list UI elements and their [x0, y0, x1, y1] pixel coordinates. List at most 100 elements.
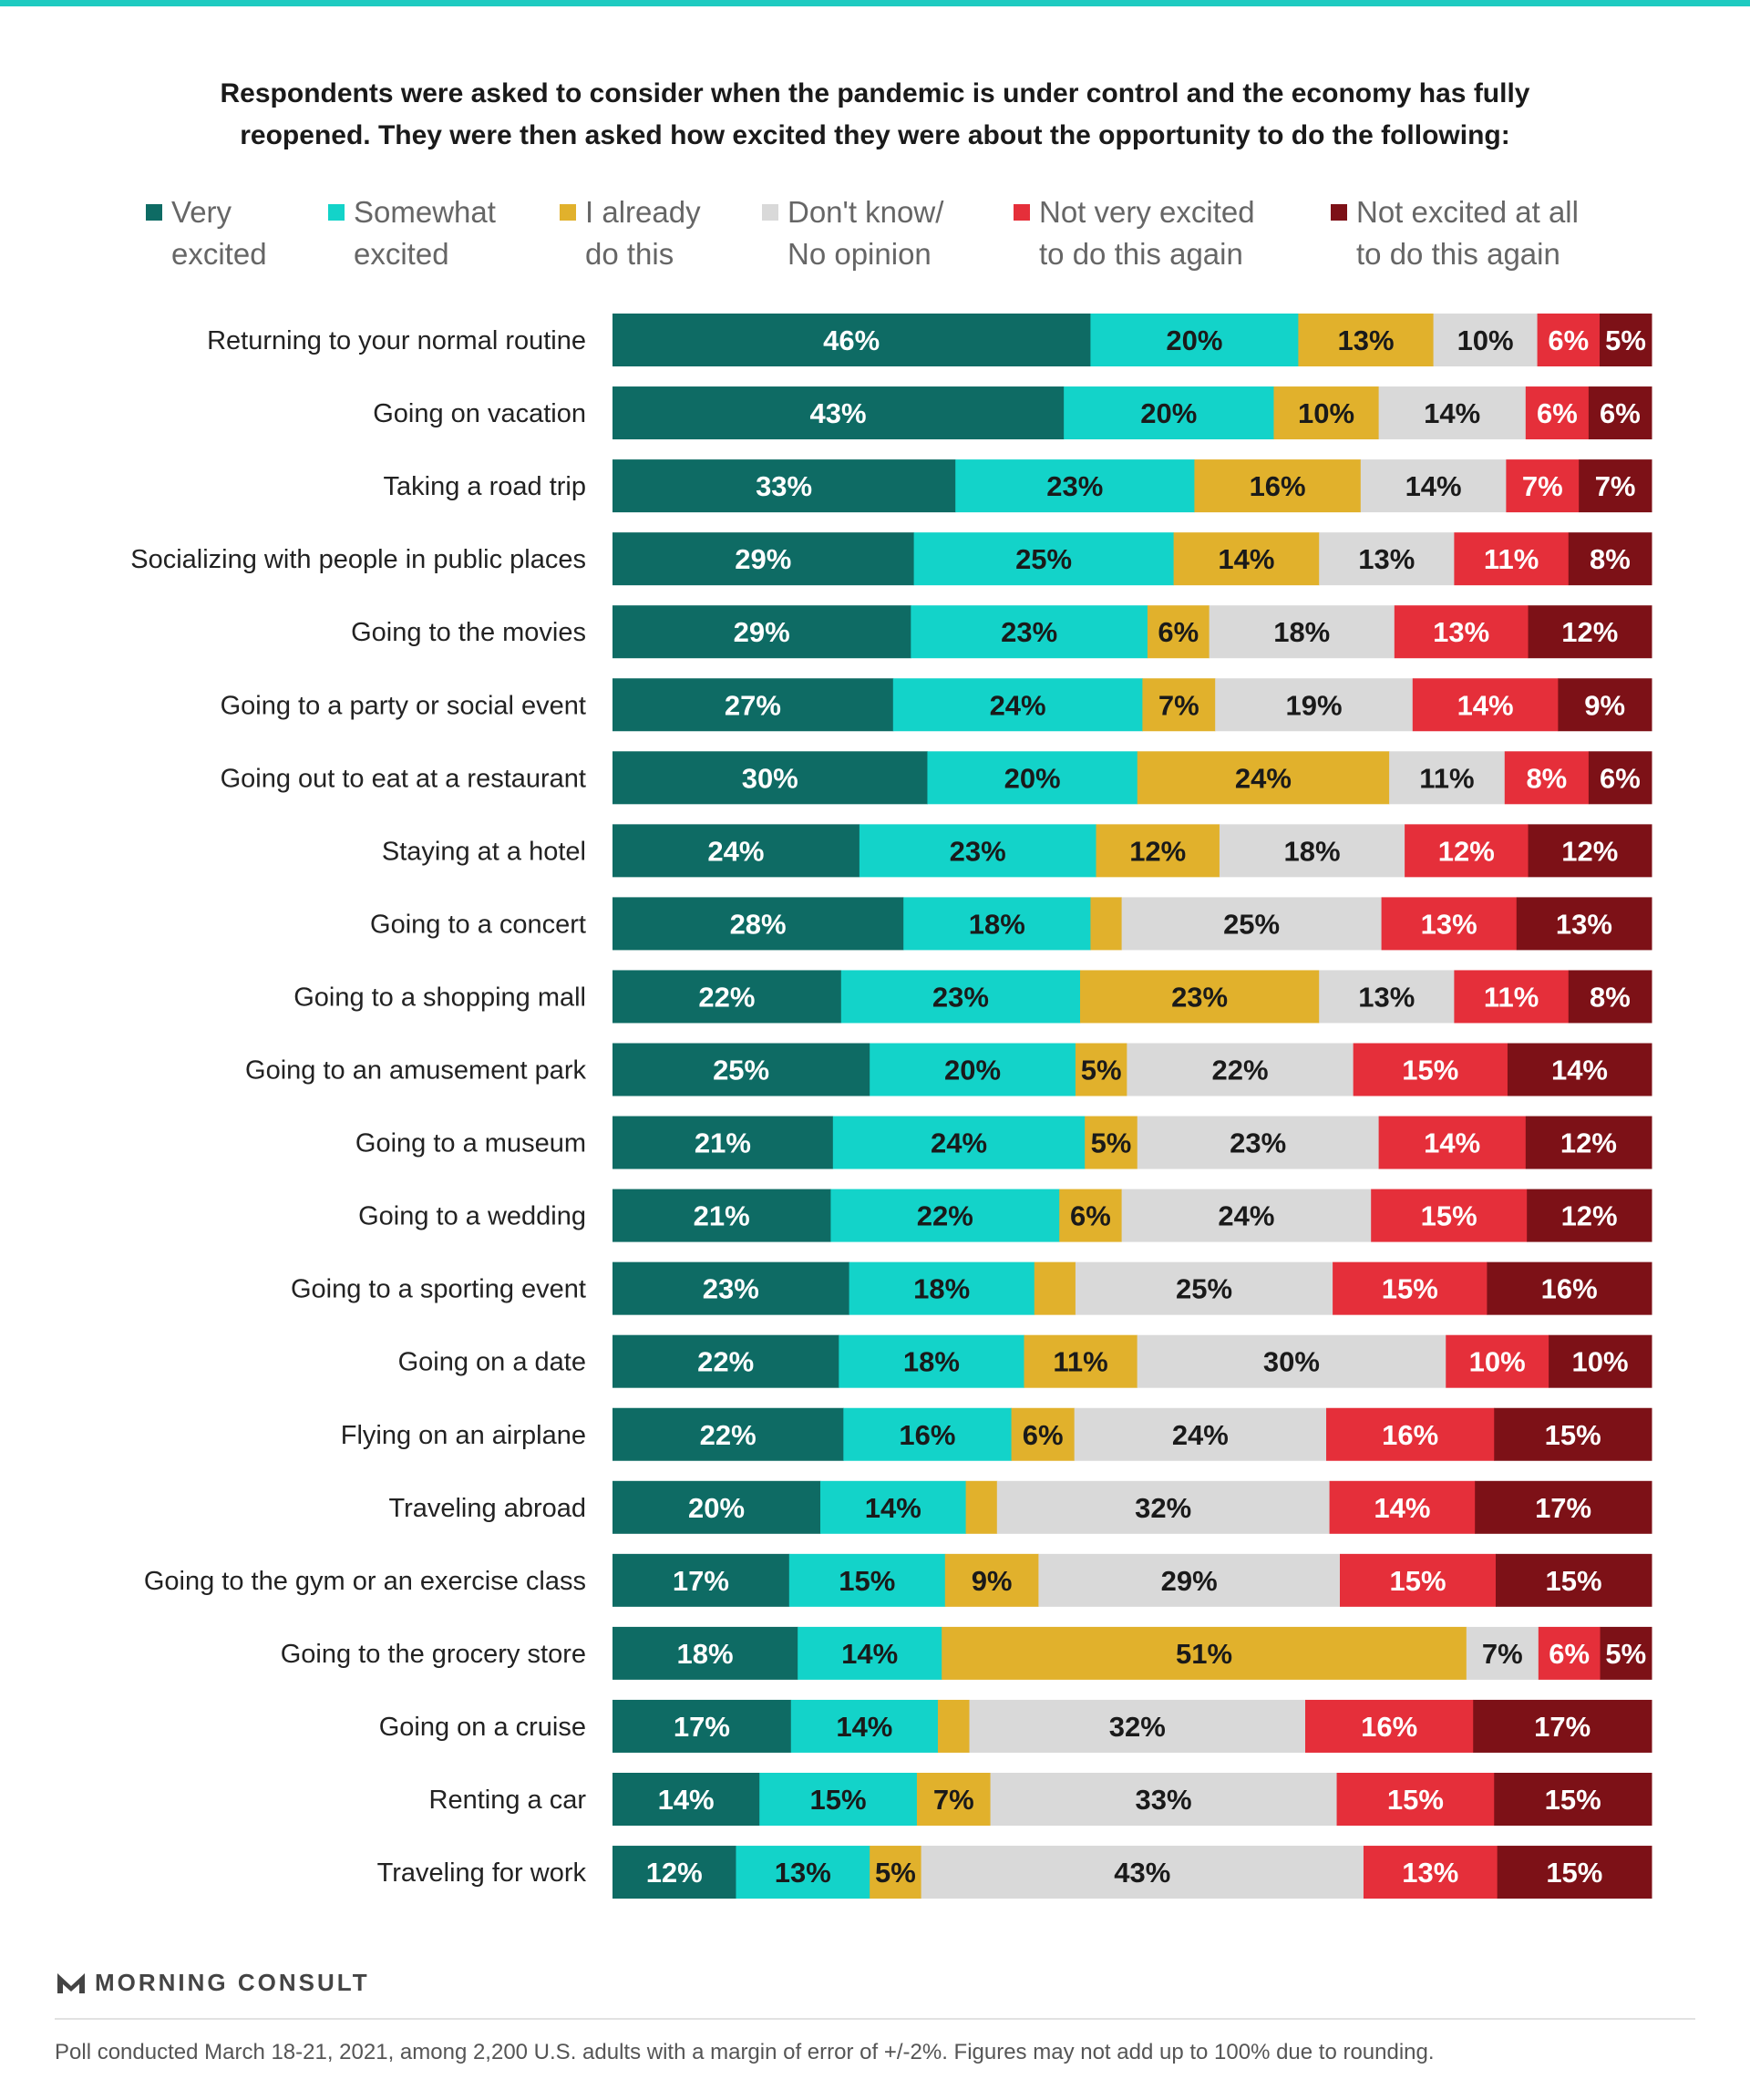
bar-segment-5 [1558, 678, 1652, 732]
data-label: 25% [1015, 543, 1072, 575]
bar-row: Going on a date 22% 18% 11% 30% 10% 10% [398, 1334, 1652, 1388]
bar-row: Staying at a hotel 24% 23% 12% 18% 12% 12% [382, 824, 1652, 878]
bar-segment-3 [1074, 1407, 1327, 1461]
data-label: 17% [1534, 1711, 1590, 1743]
bar-segment-4 [1525, 386, 1590, 440]
bar-segment-1 [843, 1407, 1013, 1461]
legend-label-1: Somewhat excited [354, 191, 496, 275]
legend-swatch-2 [560, 204, 576, 221]
bar-segment-0 [612, 1553, 790, 1607]
bar-segment-4 [1454, 970, 1570, 1024]
bar-segment-1 [1090, 314, 1299, 366]
bar-segment-4 [1537, 314, 1601, 366]
bar-segment-1 [849, 1261, 1035, 1315]
bar-segment-3 [1319, 970, 1455, 1024]
legend-label-5: Not excited at all to do this again [1356, 191, 1579, 275]
bar-segment-1 [927, 751, 1138, 805]
data-label: 16% [1250, 470, 1306, 502]
bar-segment-5 [1600, 1626, 1652, 1680]
data-label: 6% [1537, 397, 1578, 429]
data-label: 19% [1285, 689, 1342, 721]
data-label: 22% [1211, 1055, 1268, 1086]
bar-segment-2 [1273, 386, 1380, 440]
legend-label-0-line-1: excited [171, 237, 267, 271]
legend-swatch-0 [146, 204, 162, 221]
category-label: Going to a party or social event [221, 691, 586, 720]
legend-label-2-line-0: I already [585, 195, 701, 229]
bar-segment-5 [1487, 1261, 1652, 1315]
data-label: 13% [1358, 981, 1415, 1013]
bar-segment-5 [1475, 1480, 1652, 1534]
data-label: 14% [1457, 689, 1514, 721]
top-accent-bar [0, 0, 1750, 6]
data-label: 18% [969, 908, 1025, 940]
bar-segment-3 [1319, 532, 1455, 586]
bar-segment-5 [1473, 1699, 1652, 1753]
bar-segment-5 [1528, 605, 1652, 659]
category-label: Going to a shopping mall [293, 983, 586, 1012]
bar-segment-2 [937, 1699, 971, 1753]
data-label: 7% [1595, 470, 1636, 502]
legend-label-1-line-0: Somewhat [354, 195, 496, 229]
data-label: 24% [1235, 762, 1292, 794]
data-label: 6% [1600, 762, 1641, 794]
bar-segment-3 [1038, 1553, 1341, 1607]
bar-segment-2 [1024, 1334, 1138, 1388]
data-label: 15% [1402, 1055, 1458, 1086]
legend-label-4: Not very excited to do this again [1039, 191, 1255, 275]
bar-segment-1 [798, 1626, 942, 1680]
data-label: 8% [1526, 762, 1567, 794]
data-label: 13% [775, 1857, 831, 1889]
data-label: 8% [1590, 981, 1631, 1013]
bar-segment-0 [612, 678, 894, 732]
bar-segment-2 [1011, 1407, 1076, 1461]
data-label: 12% [1560, 1127, 1617, 1159]
bar-row: Returning to your normal routine 46% 20% 13… [207, 314, 1652, 366]
legend: Very excited Somewhat excited I already do th… [0, 191, 1750, 283]
bar-segment-3 [1389, 751, 1506, 805]
legend-label-4-line-0: Not very excited [1039, 195, 1255, 229]
bar-segment-5 [1507, 1043, 1652, 1096]
data-label: 11% [1484, 981, 1539, 1013]
category-label: Going out to eat at a restaurant [221, 764, 586, 793]
bar-segment-0 [612, 1334, 839, 1388]
bar-segment-1 [830, 1189, 1060, 1242]
bar-segment-1 [790, 1699, 939, 1753]
bar-segment-1 [1064, 386, 1274, 440]
category-label: Going to the grocery store [281, 1640, 586, 1669]
chart-title-line-2: reopened. They were then asked how excit… [240, 120, 1510, 150]
stacked-bar-chart: Returning to your normal routine 46% 20% 13… [130, 314, 1652, 1899]
data-label: 7% [1482, 1638, 1523, 1670]
data-label: 12% [646, 1857, 703, 1889]
bar-segment-5 [1497, 1846, 1652, 1899]
bar-segment-5 [1494, 1407, 1652, 1461]
category-label: Going to a wedding [358, 1202, 586, 1231]
bar-segment-2 [1137, 751, 1390, 805]
legend-label-0: Very excited [171, 191, 267, 275]
bar-segment-3 [1121, 1189, 1372, 1242]
bar-segment-1 [832, 1116, 1086, 1169]
bar-segment-0 [612, 1626, 798, 1680]
data-label: 27% [725, 689, 781, 721]
bar-row: Taking a road trip 33% 23% 16% 14% 7% 7% [384, 459, 1652, 513]
data-label: 14% [1405, 470, 1462, 502]
bar-segment-0 [612, 824, 860, 878]
data-label: 43% [810, 397, 867, 429]
data-label: 6% [1549, 1638, 1590, 1670]
bar-row: Going on vacation 43% 20% 10% 14% 6% 6% [373, 386, 1652, 440]
data-label: 16% [1382, 1419, 1438, 1451]
bar-segment-5 [1527, 1189, 1652, 1242]
category-label: Going on a cruise [379, 1713, 586, 1742]
bar-segment-0 [612, 1846, 736, 1899]
data-label: 32% [1135, 1492, 1191, 1524]
category-label: Going on vacation [373, 399, 586, 428]
bar-segment-1 [913, 532, 1175, 586]
data-label: 9% [972, 1565, 1013, 1597]
bar-segment-0 [612, 314, 1091, 366]
bar-segment-0 [612, 1189, 831, 1242]
bar-segment-3 [1075, 1261, 1333, 1315]
legend-label-5-line-0: Not excited at all [1356, 195, 1579, 229]
bar-segment-5 [1525, 1116, 1652, 1169]
data-label: 14% [865, 1492, 921, 1524]
category-label: Going on a date [398, 1348, 586, 1377]
